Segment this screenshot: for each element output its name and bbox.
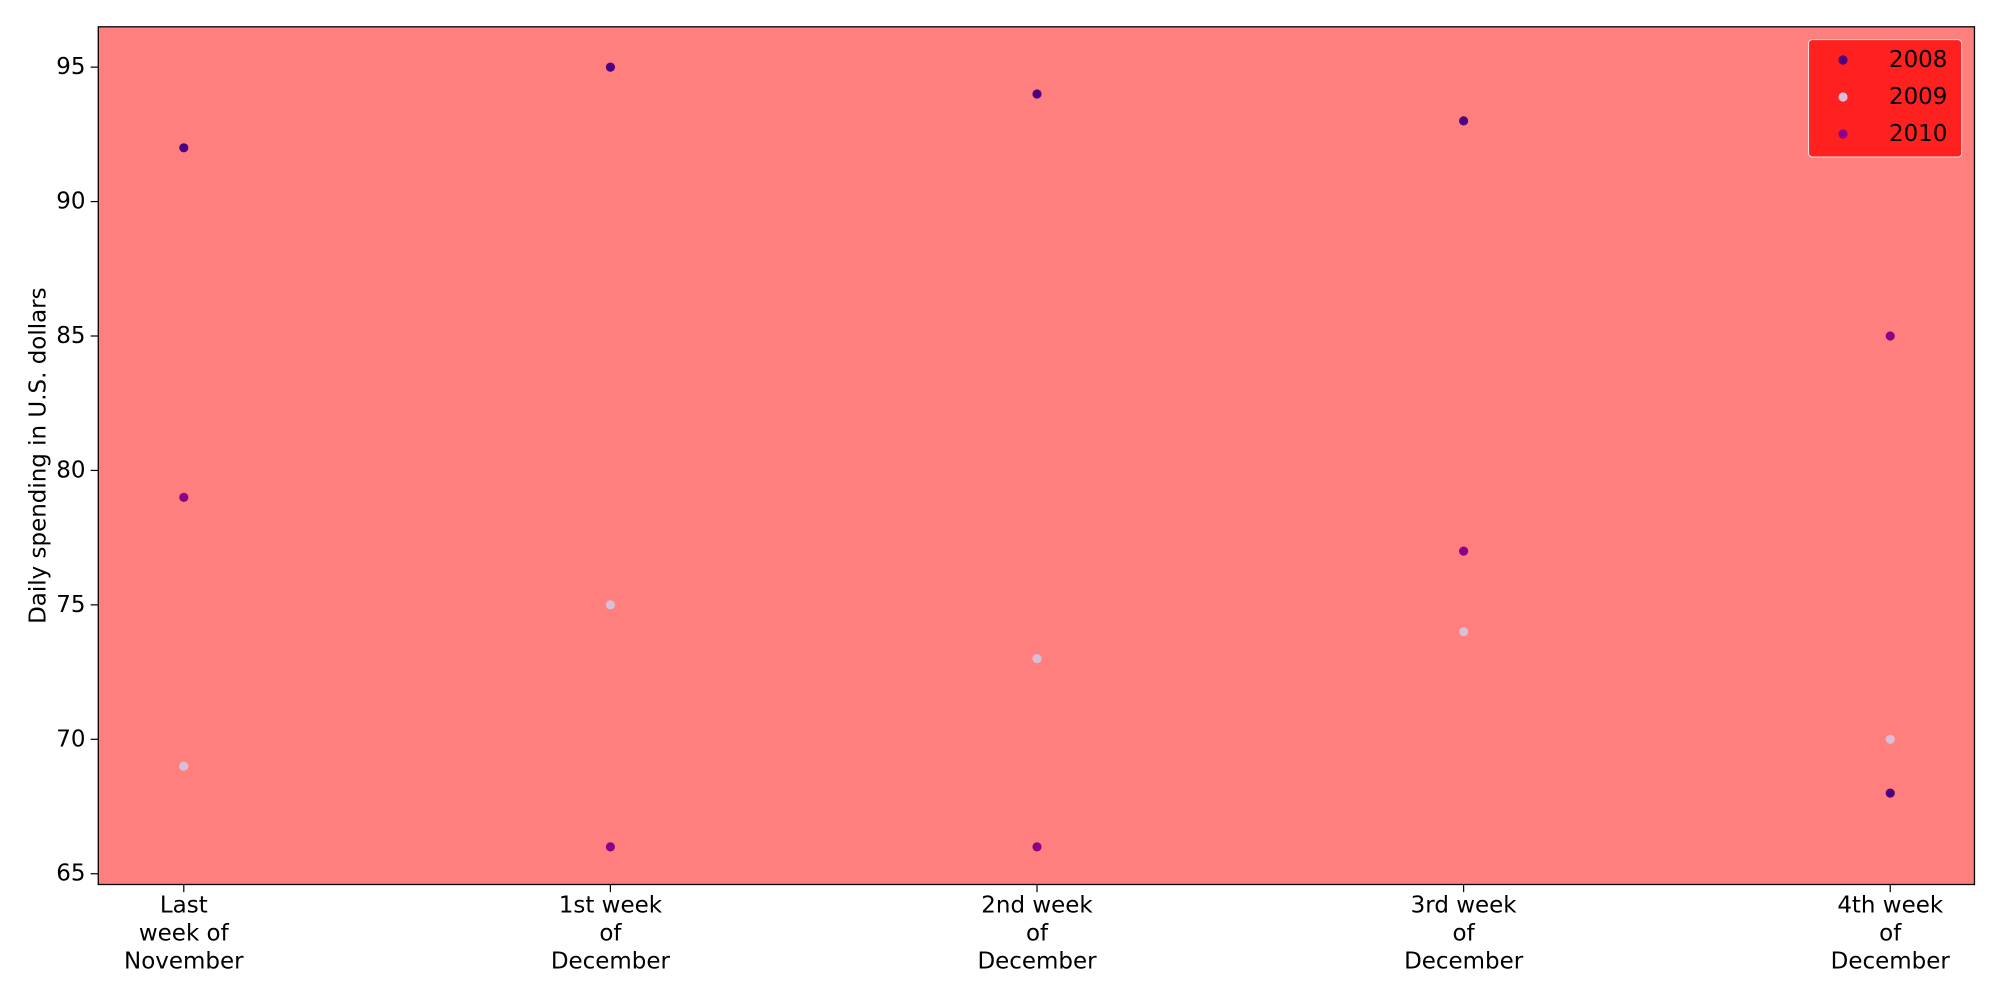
plot-frame: [97, 26, 1976, 886]
point-2010: [1885, 331, 1895, 341]
x-axis: Last week of November 1st week of December 2nd…: [124, 884, 1951, 975]
x-tick-label: 4th week of December: [1831, 893, 1951, 975]
legend-label-2008: 2008: [1889, 47, 1947, 73]
legend-label-2009: 2009: [1889, 84, 1947, 110]
y-axis-label: Daily spending in U.S. dollars: [25, 287, 51, 623]
legend-marker-2009: [1838, 92, 1848, 102]
plot-area: [98, 26, 1975, 885]
data-points: [179, 62, 1895, 852]
point-2008: [1032, 89, 1042, 99]
point-2009: [179, 761, 189, 771]
point-2010: [179, 492, 189, 502]
point-2009: [1459, 627, 1469, 637]
legend-box: [1808, 39, 1963, 158]
point-2008: [179, 143, 189, 153]
y-axis: 65 70 75 80 85 90 95: [56, 54, 99, 887]
y-tick-label: 75: [56, 592, 85, 618]
point-2009: [1885, 734, 1895, 744]
y-tick-label: 85: [56, 323, 85, 349]
legend-marker-2010: [1838, 129, 1848, 139]
point-2008: [1459, 116, 1469, 126]
point-2008: [1885, 788, 1895, 798]
legend-marker-2008: [1838, 55, 1848, 65]
y-tick-label: 95: [56, 54, 85, 80]
legend-label-2010: 2010: [1889, 121, 1947, 147]
point-2008: [605, 62, 615, 72]
point-2010: [1032, 842, 1042, 852]
y-tick-label: 65: [56, 861, 85, 887]
y-tick-label: 90: [56, 189, 85, 215]
point-2009: [605, 600, 615, 610]
y-tick-label: 80: [56, 457, 85, 483]
x-tick-label: 1st week of December: [551, 893, 671, 975]
point-2010: [1459, 546, 1469, 556]
x-tick-label: 3rd week of December: [1404, 893, 1524, 975]
legend: 2008 2009 2010: [1808, 39, 1963, 158]
point-2009: [1032, 654, 1042, 664]
y-tick-label: 70: [56, 726, 85, 752]
x-tick-label: 2nd week of December: [977, 893, 1097, 975]
x-tick-label: Last week of November: [124, 893, 244, 975]
point-2010: [605, 842, 615, 852]
